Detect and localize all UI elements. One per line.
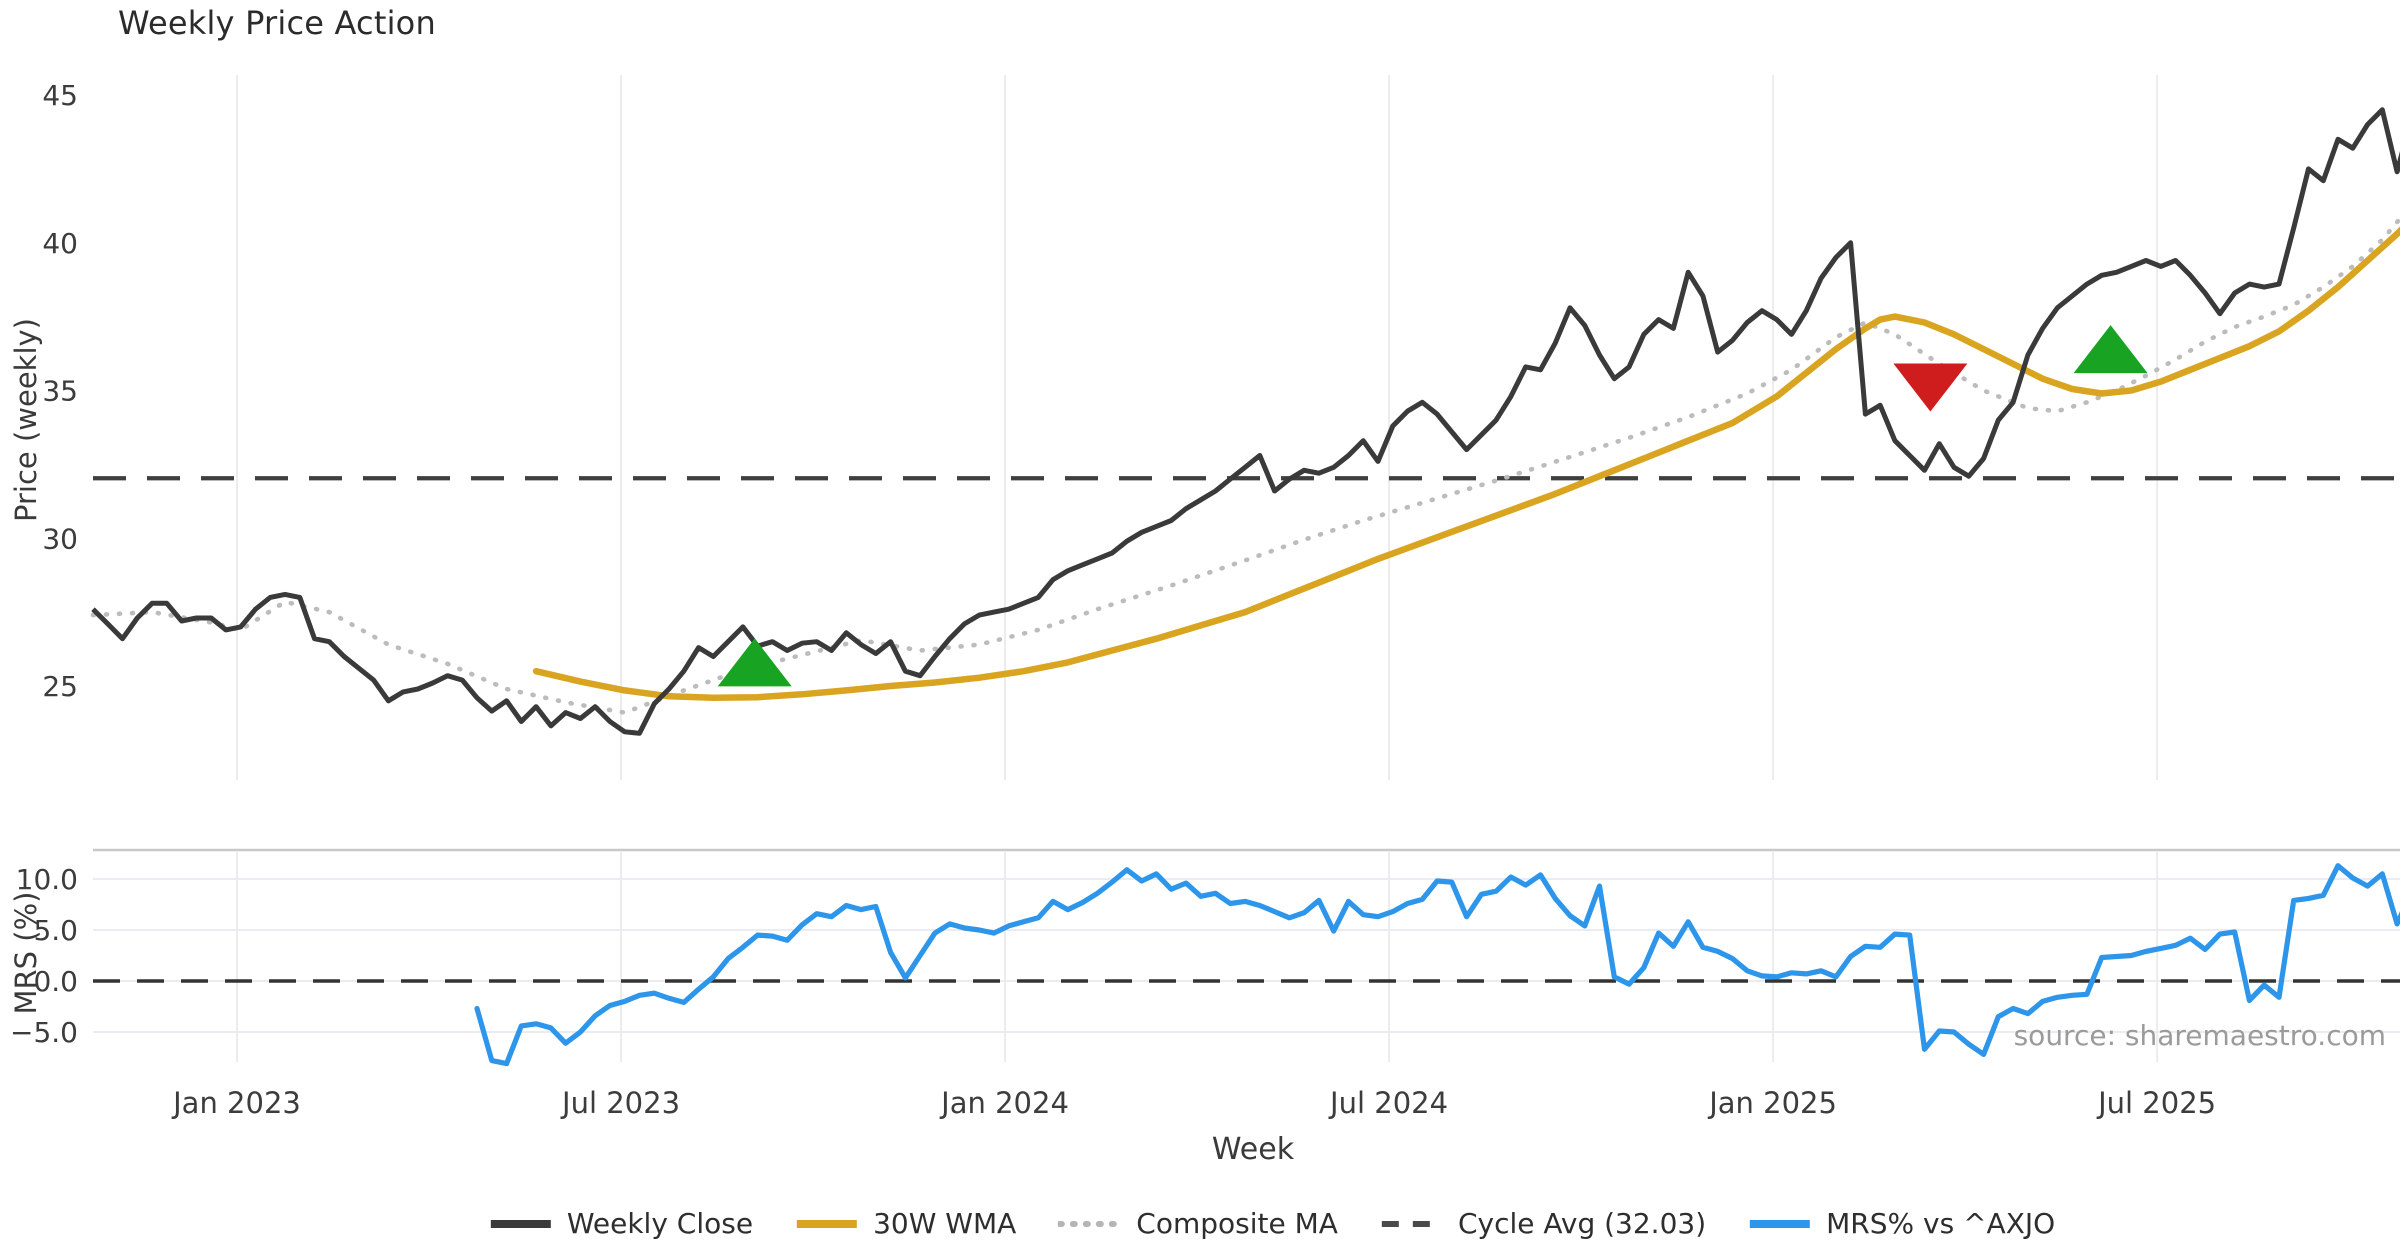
legend-label: Cycle Avg (32.03) bbox=[1457, 1207, 1707, 1240]
legend-label: Composite MA bbox=[1136, 1207, 1338, 1240]
price-ytick-label: 35 bbox=[42, 375, 78, 408]
legend-item[interactable]: Cycle Avg (32.03) bbox=[1380, 1207, 1706, 1240]
legend-swatch-solid-icon bbox=[490, 1219, 551, 1228]
x-axis-label: Week bbox=[1211, 1132, 1295, 1167]
page-title: Weekly Price Action bbox=[118, 4, 436, 42]
composite-ma-line bbox=[90, 214, 2400, 715]
mrs-ytick-label: 0.0 bbox=[33, 965, 78, 998]
wma-line bbox=[532, 226, 2400, 702]
source-watermark: source: sharemaestro.com bbox=[2013, 1019, 2386, 1052]
x-tick-label: Jan 2023 bbox=[171, 1086, 301, 1120]
buy-signal-marker[interactable] bbox=[717, 638, 792, 687]
legend-item[interactable]: MRS% vs ^AXJO bbox=[1748, 1207, 2055, 1240]
x-tick-label: Jul 2024 bbox=[1328, 1086, 1448, 1120]
legend-label: 30W WMA bbox=[873, 1207, 1017, 1240]
mrs-ytick-label: 5.0 bbox=[33, 914, 78, 947]
x-tick-label: Jan 2024 bbox=[939, 1086, 1069, 1120]
price-ytick-label: 45 bbox=[42, 79, 78, 112]
marker-layer bbox=[717, 325, 2148, 687]
price-axis-label: Price (weekly) bbox=[9, 317, 43, 523]
legend-item[interactable]: 30W WMA bbox=[795, 1207, 1016, 1240]
legend-label: MRS% vs ^AXJO bbox=[1826, 1207, 2056, 1240]
x-tick-label: Jan 2025 bbox=[1707, 1086, 1837, 1120]
price-ytick-label: 40 bbox=[42, 227, 78, 260]
mrs-axis-label: MRS (%) bbox=[9, 891, 43, 1015]
price-ytick-label: 25 bbox=[42, 670, 78, 703]
legend-item[interactable]: Composite MA bbox=[1058, 1207, 1338, 1240]
legend-swatch-solid-icon bbox=[797, 1219, 858, 1228]
legend-swatch-solid-icon bbox=[1750, 1219, 1811, 1228]
x-tick-label: Jul 2025 bbox=[2096, 1086, 2216, 1120]
legend-label: Weekly Close bbox=[566, 1207, 754, 1240]
mrs-ytick-label: 10.0 bbox=[16, 863, 78, 896]
mrs-line bbox=[474, 863, 2400, 1067]
sell-signal-marker[interactable] bbox=[1893, 363, 1968, 412]
weekly-close-line bbox=[91, 107, 2400, 736]
legend-swatch-dotted-icon bbox=[1058, 1220, 1123, 1227]
buy-signal-marker[interactable] bbox=[2073, 325, 2148, 374]
legend-item[interactable]: Weekly Close bbox=[489, 1207, 753, 1240]
gridlines bbox=[93, 75, 2400, 1062]
tick-labels: 45 40 35 30 25 10.0 5.0 0.0 −5.0 Jan 2023 Jul 2023… bbox=[10, 79, 2216, 1120]
series-layer bbox=[90, 107, 2400, 1067]
legend-swatch-dashed-icon bbox=[1381, 1220, 1442, 1227]
mrs-ytick-label: −5.0 bbox=[10, 1016, 78, 1049]
x-tick-label: Jul 2023 bbox=[560, 1086, 680, 1120]
chart-legend: Weekly Close 30W WMA Composite MA Cycle Avg… bbox=[489, 1207, 2055, 1240]
price-ytick-label: 30 bbox=[42, 522, 78, 555]
